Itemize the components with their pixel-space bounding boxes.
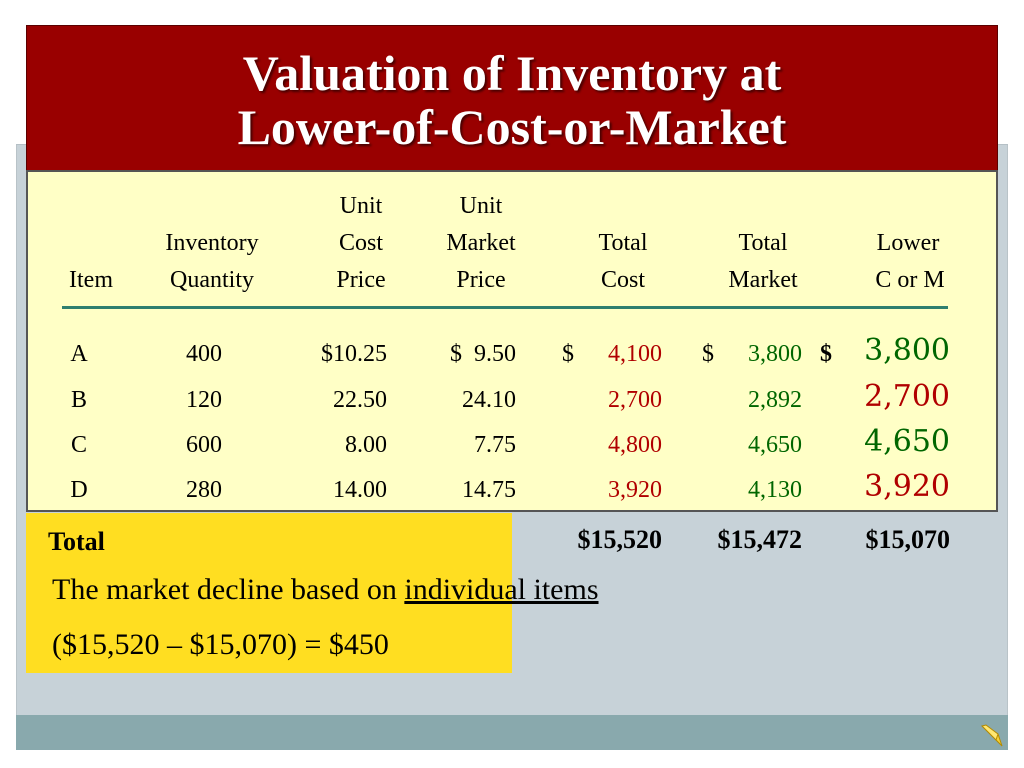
header-total-market-line-1: Total (738, 230, 788, 256)
pencil-icon (978, 720, 1006, 748)
header-lower-line-2: C or M (875, 267, 945, 293)
row-a-qty: 400 (186, 341, 222, 367)
row-a-total-market: 3,800 (748, 341, 802, 367)
row-c-total-cost: 4,800 (608, 432, 662, 458)
slide-bottom-bar (16, 715, 1008, 750)
row-b-unit-cost: 22.50 (333, 387, 387, 413)
note-line-1: The market decline based on individual i… (52, 573, 599, 607)
header-unit-cost-line-2: Cost (338, 230, 384, 256)
row-d-unit-market: 14.75 (462, 477, 516, 503)
highlight-box (26, 513, 512, 673)
header-unit-market-line-2: Market (446, 230, 516, 256)
header-lower-line-1: Lower (876, 230, 940, 256)
row-b-total-cost: 2,700 (608, 387, 662, 413)
row-c-unit-market: 7.75 (474, 432, 516, 458)
row-d-qty: 280 (186, 477, 222, 503)
row-a-lower-dollar: $ (820, 341, 832, 367)
row-a-unit-cost: $10.25 (321, 341, 387, 367)
inventory-table-panel (26, 170, 998, 512)
row-c-qty: 600 (186, 432, 222, 458)
row-c-total-market: 4,650 (748, 432, 802, 458)
row-b-lower: 2,700 (864, 379, 950, 414)
title-line-1: Valuation of Inventory at (242, 45, 782, 101)
header-divider (62, 306, 948, 309)
row-d-unit-cost: 14.00 (333, 477, 387, 503)
row-d-item: D (70, 477, 88, 503)
header-unit-market-line-3: Price (456, 267, 506, 293)
header-unit-market-line-1: Unit (459, 193, 503, 219)
header-unit-cost-line-3: Price (336, 267, 386, 293)
row-b-total-market: 2,892 (748, 387, 802, 413)
row-a-total-cost: 4,100 (608, 341, 662, 367)
header-inventory-line-1: Inventory (165, 230, 259, 256)
row-d-lower: 3,920 (864, 469, 950, 504)
title-line-2: Lower-of-Cost-or-Market (237, 99, 787, 155)
header-inventory-line-2: Quantity (170, 267, 254, 293)
total-market-sum: $15,472 (717, 525, 803, 554)
note-line-1-emphasis: individual items (404, 573, 599, 606)
row-c-lower: 4,650 (864, 424, 950, 459)
note-line-2: ($15,520 – $15,070) = $450 (52, 628, 389, 661)
row-b-unit-market: 24.10 (462, 387, 516, 413)
header-unit-cost-line-1: Unit (339, 193, 383, 219)
total-cost-sum: $15,520 (577, 525, 663, 554)
row-a-item: A (70, 341, 88, 367)
row-d-total-market: 4,130 (748, 477, 802, 503)
header-total-market-line-2: Market (728, 267, 798, 293)
row-a-total-market-dollar: $ (702, 341, 714, 367)
total-label: Total (48, 527, 105, 556)
row-d-total-cost: 3,920 (608, 477, 662, 503)
total-lower-sum: $15,070 (865, 525, 951, 554)
note-line-1-text: The market decline based on (52, 573, 405, 606)
title-bar: Valuation of Inventory at Lower-of-Cost-… (26, 25, 998, 175)
row-b-qty: 120 (186, 387, 222, 413)
header-item: Item (69, 267, 113, 293)
row-a-unit-market: $ 9.50 (450, 341, 516, 367)
row-c-unit-cost: 8.00 (345, 432, 387, 458)
header-total-cost-line-1: Total (598, 230, 648, 256)
row-a-total-cost-dollar: $ (562, 341, 574, 367)
row-b-item: B (70, 387, 88, 413)
row-a-lower: 3,800 (864, 333, 950, 368)
header-total-cost-line-2: Cost (600, 267, 646, 293)
row-c-item: C (70, 432, 88, 458)
